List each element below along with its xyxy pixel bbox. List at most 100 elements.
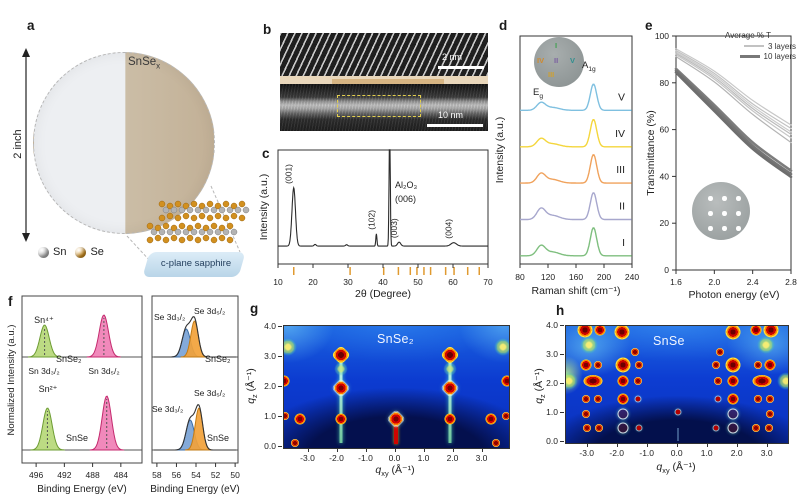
xps-label: Se 3d₃/₂ xyxy=(152,404,183,414)
diffraction-spot xyxy=(387,410,404,427)
se-atom xyxy=(154,234,162,242)
diffraction-spot xyxy=(727,393,739,404)
diffraction-spot xyxy=(581,336,598,353)
transmittance-curve xyxy=(674,67,793,172)
diffraction-spot xyxy=(725,357,741,373)
diffraction-spot xyxy=(485,413,497,424)
se-atom xyxy=(182,202,190,210)
diffraction-spot xyxy=(440,344,460,365)
diffraction-spot xyxy=(636,425,642,431)
se-atom xyxy=(158,200,166,208)
legend-line-sample xyxy=(739,54,760,58)
diffraction-spot xyxy=(294,413,306,424)
diffraction-spot xyxy=(614,326,630,340)
y-tick-label: 1.0 xyxy=(264,411,276,421)
x-tick-label: -3.0 xyxy=(579,448,595,458)
size-arrow-head-top xyxy=(22,48,30,57)
se-frame xyxy=(151,295,239,464)
se-atom xyxy=(178,222,186,230)
a1g-mode-label: A1g xyxy=(582,60,596,73)
film-label-sub: x xyxy=(156,61,161,71)
se-atom xyxy=(214,212,222,220)
xps-label: 484 xyxy=(114,470,128,480)
diffraction-streak xyxy=(339,358,343,443)
qxy-sub-g: xy xyxy=(381,469,389,479)
film-label: SnSex xyxy=(128,56,160,70)
se-atom xyxy=(230,202,238,210)
transmittance-curve xyxy=(674,71,793,179)
sn-atom xyxy=(226,206,234,214)
xps-label: Se 3d₅/₂ xyxy=(194,306,225,316)
transmittance-chart: 0 20 40 60 80 100 1.6 2.0 2.4 2.8 Photon energy (e… xyxy=(645,31,797,301)
x-tick-label: 1.0 xyxy=(700,448,713,458)
se-atom xyxy=(178,236,186,244)
xps-label: 56 xyxy=(172,470,182,480)
y-axis-label: Transmittance (%) xyxy=(645,110,657,195)
diffraction-spot xyxy=(617,408,629,420)
x-tick-label: 3.0 xyxy=(760,448,773,458)
diffraction-spot xyxy=(716,348,725,357)
se-atom xyxy=(230,212,238,220)
sn-atom xyxy=(230,228,238,236)
x-tick-label: -2.0 xyxy=(609,448,625,458)
x-tick xyxy=(365,448,367,452)
diffraction-spot xyxy=(631,348,640,357)
x-tick xyxy=(481,448,483,452)
film-photo-inset xyxy=(692,182,750,240)
transmittance-curve xyxy=(675,55,792,144)
sn-atom xyxy=(174,228,182,236)
legend-item: Sn xyxy=(38,246,66,258)
qz-sub: z xyxy=(250,394,260,398)
sn-atom xyxy=(194,206,202,214)
diffraction-spot xyxy=(753,361,762,370)
diffraction-spot xyxy=(765,394,774,403)
giwaxs-map-snse2: SnSe₂ xyxy=(283,325,510,449)
x-tick-label: 30 xyxy=(343,277,353,287)
x-tick-label: 120 xyxy=(541,272,555,282)
xps-label: Se 3d₅/₂ xyxy=(194,388,225,398)
diffraction-streak xyxy=(393,420,398,444)
sn-atom xyxy=(170,206,178,214)
xps-label: 52 xyxy=(211,470,221,480)
xps-label: 496 xyxy=(29,470,43,480)
sn-atom xyxy=(178,206,186,214)
x-tick xyxy=(394,448,396,452)
transmittance-curve xyxy=(675,52,792,135)
sn-atom xyxy=(150,228,158,236)
x-tick-label: 200 xyxy=(597,272,611,282)
eg-mode-label: Eg xyxy=(533,87,543,100)
diffraction-spot xyxy=(284,338,297,355)
inset-dot xyxy=(736,211,741,216)
xps-peak xyxy=(86,314,121,358)
y-tick xyxy=(278,356,282,357)
xps-envelope xyxy=(154,316,236,358)
inset-position-IV: IV xyxy=(537,56,545,65)
diffraction-spot xyxy=(284,375,290,387)
y-tick-label: 0 xyxy=(664,265,669,275)
y-tick xyxy=(560,325,564,326)
y-tick xyxy=(278,416,282,417)
transmittance-curve xyxy=(675,51,792,133)
diffraction-spot xyxy=(334,363,347,375)
qxy-base-g: q xyxy=(375,464,382,476)
qxy-base-h: q xyxy=(656,461,663,473)
x-tick xyxy=(706,443,708,447)
tem-lattice-image xyxy=(280,33,488,77)
x-tick-label: 3.0 xyxy=(475,453,488,463)
x-tick-label: -3.0 xyxy=(300,453,315,463)
se-atom xyxy=(218,224,226,232)
atom-legend: Sn Se xyxy=(38,246,104,258)
xps-peak xyxy=(30,407,66,451)
raman-curve xyxy=(520,227,632,257)
diffraction-spot xyxy=(712,361,721,370)
xps-label: 492 xyxy=(57,470,71,480)
qxy-sub-h: xy xyxy=(662,466,670,476)
x-tick-label: 20 xyxy=(308,277,318,287)
legend-row: 3 layers xyxy=(700,41,796,51)
sn-atom xyxy=(222,228,230,236)
y-tick xyxy=(560,441,564,442)
x-tick xyxy=(586,443,588,447)
diffraction-spot xyxy=(727,422,739,434)
